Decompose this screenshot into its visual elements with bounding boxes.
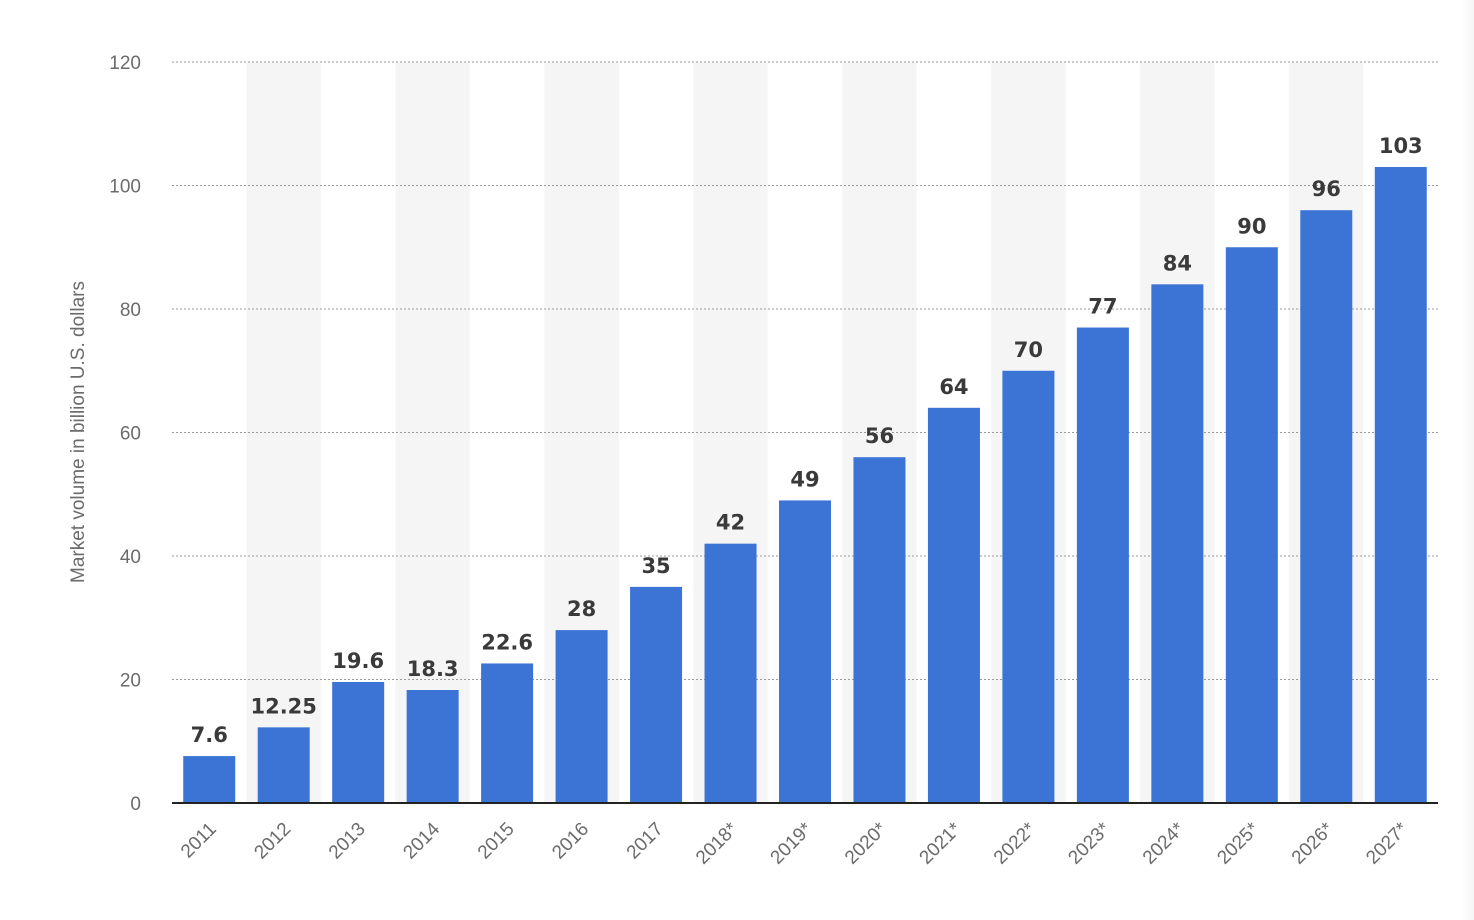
x-tick-label: 2022* <box>990 818 1040 868</box>
bar <box>1002 370 1055 803</box>
x-tick-label: 2017 <box>623 819 668 864</box>
x-tick-label: 2014 <box>399 818 444 863</box>
x-tick-label: 2024* <box>1139 818 1189 868</box>
value-label: 96 <box>1312 177 1341 201</box>
x-tick-label: 2025* <box>1213 818 1263 868</box>
scroll-edge <box>1460 0 1474 920</box>
bars <box>183 166 1427 804</box>
value-label: 42 <box>716 511 745 535</box>
bar <box>1374 166 1427 804</box>
value-label: 12.25 <box>250 694 316 718</box>
bar <box>927 407 980 803</box>
bar <box>704 543 757 803</box>
value-label: 84 <box>1163 251 1192 275</box>
y-tick-label: 80 <box>120 300 141 321</box>
y-axis-ticks: 0 20 40 60 80 100 120 <box>109 53 141 815</box>
bar <box>1225 247 1278 803</box>
x-tick-label: 2013 <box>325 819 370 864</box>
x-tick-label: 2012 <box>250 819 295 864</box>
bar <box>1300 210 1353 803</box>
value-label: 28 <box>567 597 596 621</box>
y-tick-label: 100 <box>109 177 141 198</box>
value-label: 103 <box>1379 134 1423 158</box>
x-tick-label: 2011 <box>177 819 221 863</box>
value-label: 90 <box>1237 214 1266 238</box>
bar <box>406 689 459 803</box>
value-label: 22.6 <box>481 630 533 654</box>
x-tick-label: 2015 <box>474 819 519 864</box>
y-tick-label: 20 <box>120 671 141 692</box>
value-label: 56 <box>865 424 894 448</box>
value-label: 35 <box>641 554 670 578</box>
value-label: 7.6 <box>191 723 228 747</box>
y-tick-label: 60 <box>120 424 141 445</box>
x-axis-labels: 2011 2012 2013 2014 2015 2016 2017 2018* 2019* 20… <box>177 818 1413 868</box>
x-tick-label: 2020* <box>841 818 891 868</box>
y-tick-label: 120 <box>109 53 141 74</box>
bar <box>779 500 831 803</box>
x-tick-label: 2023* <box>1064 818 1114 868</box>
y-tick-label: 0 <box>130 794 141 815</box>
bar <box>555 630 608 803</box>
x-tick-label: 2019* <box>767 818 817 868</box>
bar <box>183 756 236 803</box>
x-tick-label: 2026* <box>1288 818 1338 868</box>
x-tick-label: 2018* <box>692 818 742 868</box>
x-tick-label: 2021* <box>916 818 966 868</box>
value-label: 49 <box>790 467 819 491</box>
bar <box>1151 284 1204 803</box>
value-label: 77 <box>1088 295 1117 319</box>
bar <box>481 663 534 803</box>
value-label: 64 <box>939 375 968 399</box>
bar <box>332 681 385 803</box>
y-axis-title: Market volume in billion U.S. dollars <box>68 281 89 583</box>
bar <box>257 727 310 803</box>
bar <box>1076 327 1129 803</box>
value-label: 19.6 <box>332 649 384 673</box>
y-tick-label: 40 <box>120 547 141 568</box>
bar <box>853 457 906 803</box>
value-labels: 7.6 12.25 19.6 18.3 22.6 28 35 42 49 56 64 70 77 84 90… <box>191 134 1423 747</box>
x-tick-label: 2016 <box>548 819 593 864</box>
x-tick-label: 2027* <box>1362 818 1412 868</box>
bar <box>630 586 683 803</box>
value-label: 18.3 <box>407 657 459 681</box>
value-label: 70 <box>1014 338 1043 362</box>
